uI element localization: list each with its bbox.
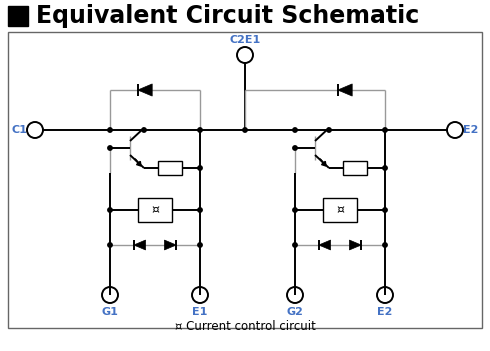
Circle shape: [108, 146, 112, 150]
Circle shape: [383, 208, 387, 212]
Circle shape: [243, 128, 247, 132]
Text: E1: E1: [192, 307, 208, 317]
Bar: [8, 6, 28, 26]
Text: C1: C1: [11, 125, 27, 135]
Polygon shape: [338, 84, 352, 96]
Circle shape: [198, 128, 202, 132]
Circle shape: [108, 243, 112, 247]
Polygon shape: [134, 240, 146, 250]
Polygon shape: [349, 240, 361, 250]
Circle shape: [383, 166, 387, 170]
Circle shape: [198, 243, 202, 247]
Circle shape: [293, 128, 297, 132]
FancyArrow shape: [320, 159, 326, 166]
Text: ¤ Current control circuit: ¤ Current control circuit: [174, 320, 316, 333]
Polygon shape: [165, 240, 176, 250]
Text: G1: G1: [101, 307, 119, 317]
Circle shape: [142, 128, 146, 132]
Polygon shape: [319, 240, 331, 250]
Text: C2E1: C2E1: [229, 35, 261, 45]
FancyArrow shape: [135, 159, 141, 166]
Bar: [323, 198, 357, 222]
Circle shape: [108, 128, 112, 132]
Text: E2: E2: [377, 307, 392, 317]
Circle shape: [383, 128, 387, 132]
Circle shape: [293, 208, 297, 212]
FancyBboxPatch shape: [8, 32, 482, 328]
Text: Equivalent Circuit Schematic: Equivalent Circuit Schematic: [36, 4, 419, 28]
Circle shape: [198, 166, 202, 170]
Circle shape: [383, 243, 387, 247]
Text: ¤: ¤: [336, 204, 344, 217]
Text: ¤: ¤: [151, 204, 159, 217]
Text: E2: E2: [464, 125, 479, 135]
Circle shape: [293, 146, 297, 150]
Text: G2: G2: [287, 307, 303, 317]
Bar: [158, 161, 182, 175]
Bar: [343, 161, 367, 175]
Bar: [138, 198, 172, 222]
Circle shape: [293, 243, 297, 247]
Circle shape: [327, 128, 331, 132]
Circle shape: [108, 208, 112, 212]
Circle shape: [198, 208, 202, 212]
Polygon shape: [138, 84, 152, 96]
